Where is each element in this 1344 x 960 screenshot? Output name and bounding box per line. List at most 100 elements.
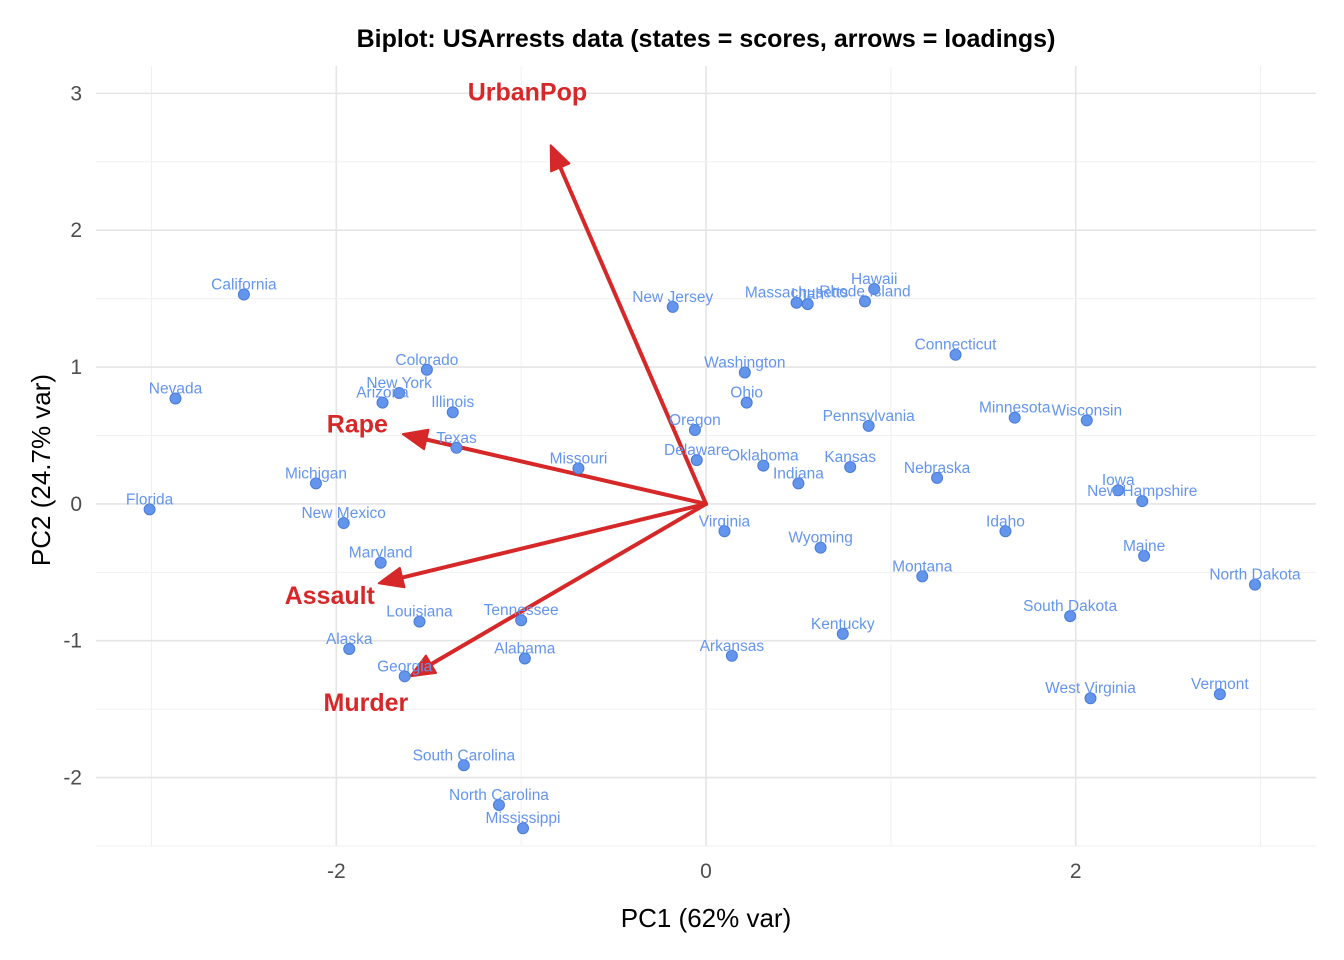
state-label-south-carolina: South Carolina (413, 747, 516, 764)
state-point-oklahoma (757, 459, 770, 472)
state-label-oregon: Oregon (669, 412, 721, 429)
state-point-south-dakota (1064, 610, 1077, 623)
state-point-alabama (518, 652, 531, 665)
loading-label-assault: Assault (285, 582, 376, 610)
state-point-idaho (999, 525, 1012, 538)
y-axis-title: PC2 (24.7% var) (26, 374, 56, 566)
state-label-rhode-island: Rhode Island (819, 283, 910, 300)
state-point-new-jersey (666, 300, 679, 313)
state-label-minnesota: Minnesota (979, 400, 1051, 417)
state-label-montana: Montana (892, 558, 953, 575)
loading-labels: UrbanPop Rape Assault Murder (285, 79, 588, 718)
state-point-delaware (690, 454, 703, 467)
state-point-georgia (398, 670, 411, 683)
state-label-ohio: Ohio (730, 385, 763, 402)
y-tick-label: 1 (70, 356, 82, 379)
state-label-new-mexico: New Mexico (301, 505, 385, 522)
state-label-washington: Washington (704, 355, 785, 372)
state-label-mississippi: Mississippi (486, 810, 561, 827)
state-point-iowa (1112, 484, 1125, 497)
loading-arrowhead-rape (401, 428, 430, 451)
loading-label-rape: Rape (327, 411, 388, 439)
state-label-pennsylvania: Pennsylvania (823, 408, 916, 425)
state-point-louisiana (413, 615, 426, 628)
loading-arrowhead-assault (377, 566, 406, 589)
loading-arrow-rape (424, 437, 708, 506)
state-label-connecticut: Connecticut (915, 337, 998, 354)
state-point-hawaii (868, 283, 881, 296)
state-label-nevada: Nevada (149, 381, 203, 398)
state-point-kansas (844, 460, 857, 473)
x-tick-label: -2 (327, 860, 346, 883)
state-label-georgia: Georgia (377, 658, 433, 675)
state-label-delaware: Delaware (664, 442, 729, 459)
state-label-missouri: Missouri (550, 450, 608, 467)
state-point-west-virginia (1084, 692, 1097, 705)
state-point-maine (1138, 549, 1151, 562)
y-tick-label: -2 (63, 767, 82, 790)
state-point-missouri (572, 462, 585, 475)
state-point-connecticut (949, 348, 962, 361)
loading-arrow-urbanpop (558, 165, 708, 506)
state-point-ohio (740, 396, 753, 409)
state-point-colorado (420, 363, 433, 376)
state-point-arizona (376, 396, 389, 409)
state-label-texas: Texas (436, 430, 477, 447)
state-label-alaska: Alaska (326, 631, 373, 648)
state-point-michigan (309, 477, 322, 490)
state-point-indiana (792, 477, 805, 490)
loading-arrow-assault (400, 501, 708, 580)
loading-label-urbanpop: UrbanPop (468, 79, 587, 107)
state-label-utah: Utah (791, 286, 824, 303)
tick-labels: -2 0 2 -2 -1 0 1 2 3 (63, 82, 1081, 883)
state-point-oregon (688, 424, 701, 436)
state-point-wisconsin (1080, 414, 1093, 427)
state-label-iowa: Iowa (1102, 472, 1135, 489)
y-tick-label: -1 (63, 630, 82, 653)
x-axis-title: PC1 (62% var) (621, 903, 792, 933)
state-point-texas (450, 441, 463, 454)
loading-label-murder: Murder (324, 689, 409, 717)
y-tick-label: 3 (70, 82, 82, 105)
state-label-florida: Florida (126, 491, 174, 508)
state-label-oklahoma: Oklahoma (728, 448, 799, 465)
state-label-new-hampshire: New Hampshire (1087, 483, 1197, 500)
state-label-idaho: Idaho (986, 513, 1025, 530)
state-point-north-carolina (492, 798, 505, 811)
y-tick-label: 2 (70, 219, 82, 242)
state-label-kentucky: Kentucky (811, 616, 875, 633)
state-point-arkansas (725, 649, 738, 662)
state-label-alabama: Alabama (494, 641, 556, 658)
state-label-wyoming: Wyoming (788, 530, 852, 547)
state-point-rhode-island (858, 295, 871, 308)
state-point-utah (801, 298, 814, 311)
state-label-colorado: Colorado (395, 352, 458, 369)
state-point-pennsylvania (862, 419, 875, 432)
loading-arrow-murder (428, 501, 708, 667)
state-label-arizona: Arizona (356, 385, 409, 402)
state-label-tennessee: Tennessee (484, 602, 559, 619)
loading-arrowhead-murder (409, 654, 438, 678)
state-point-california (237, 288, 250, 301)
state-label-south-dakota: South Dakota (1023, 598, 1117, 615)
state-point-new-mexico (337, 517, 350, 530)
state-label-virginia: Virginia (699, 513, 751, 530)
x-tick-label: 0 (700, 860, 712, 883)
state-point-south-carolina (457, 759, 470, 772)
state-label-illinois: Illinois (431, 394, 474, 411)
state-label-maine: Maine (1123, 538, 1165, 555)
state-label-california: California (211, 277, 277, 294)
chart-title: Biplot: USArrests data (states = scores,… (357, 25, 1056, 53)
loading-arrows (377, 144, 708, 678)
state-label-new-jersey: New Jersey (632, 289, 713, 306)
state-points (143, 283, 1261, 835)
state-label-louisiana: Louisiana (386, 604, 453, 621)
state-point-alaska (343, 642, 356, 655)
state-label-north-carolina: North Carolina (449, 787, 549, 804)
state-label-maryland: Maryland (349, 545, 413, 562)
x-tick-label: 2 (1070, 860, 1082, 883)
state-point-new-hampshire (1136, 495, 1149, 508)
state-label-massachusetts: Massachusetts (745, 285, 849, 302)
